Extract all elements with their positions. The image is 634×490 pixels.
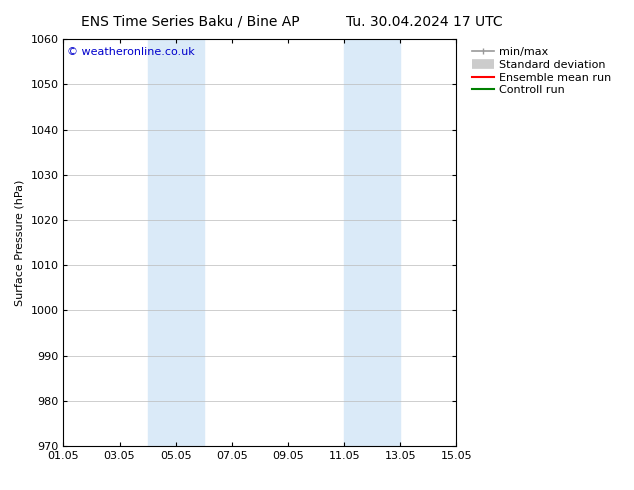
- Text: Tu. 30.04.2024 17 UTC: Tu. 30.04.2024 17 UTC: [346, 15, 503, 29]
- Text: ENS Time Series Baku / Bine AP: ENS Time Series Baku / Bine AP: [81, 15, 299, 29]
- Y-axis label: Surface Pressure (hPa): Surface Pressure (hPa): [15, 179, 25, 306]
- Text: © weatheronline.co.uk: © weatheronline.co.uk: [67, 48, 195, 57]
- Bar: [344, 39, 400, 446]
- Legend: min/max, Standard deviation, Ensemble mean run, Controll run: min/max, Standard deviation, Ensemble me…: [470, 45, 613, 98]
- Bar: [148, 39, 204, 446]
